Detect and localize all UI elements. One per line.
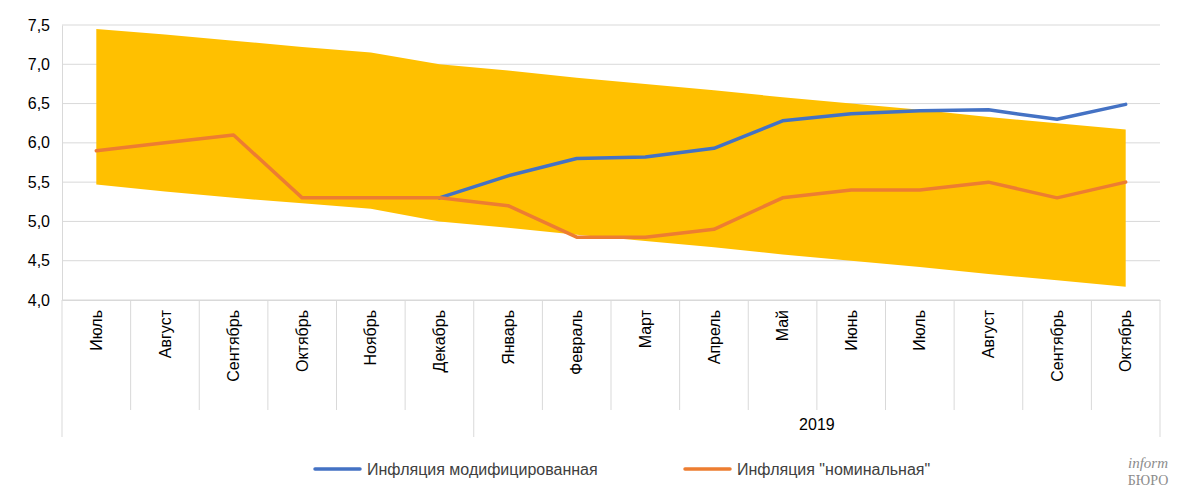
x-tick: Декабрь [431, 300, 448, 372]
y-tick-label: 5,5 [28, 174, 50, 191]
x-separator [816, 300, 817, 410]
x-tick: Сентябрь [225, 300, 242, 382]
x-separator [473, 300, 474, 437]
x-tick-label: Октябрь [294, 310, 311, 372]
x-separator [62, 300, 63, 437]
y-axis: 4,0 4,5 5,0 5,5 6,0 6,5 7,0 7,5 [28, 17, 63, 309]
y-tick: 7,5 [28, 17, 62, 34]
x-separator [611, 300, 612, 410]
x-group-label: 2019 [799, 416, 835, 433]
y-axis-line [62, 26, 63, 301]
series-line [439, 104, 1125, 197]
x-tick-label: Апрель [706, 310, 723, 364]
x-tick-label: Январь [500, 310, 517, 365]
x-tick-label: Март [637, 309, 654, 348]
legend-swatch [685, 467, 730, 471]
y-tick: 7,0 [28, 56, 62, 73]
x-separator [748, 300, 749, 410]
y-tick-label: 7,5 [28, 17, 50, 34]
y-tick-label: 7,0 [28, 56, 50, 73]
y-tick: 5,5 [28, 174, 62, 191]
x-separator [542, 300, 543, 410]
watermark: inform [1128, 455, 1168, 471]
grid [62, 25, 1160, 300]
x-tick: Март [637, 300, 654, 348]
x-tick-label: Август [980, 309, 997, 358]
y-tick: 4,0 [28, 292, 62, 309]
x-separator [405, 300, 406, 410]
x-separator [130, 300, 131, 410]
legend: Инфляция модифицированная Инфляция "номин… [315, 461, 930, 478]
x-tick: Июль [88, 300, 105, 351]
x-separator [954, 300, 955, 410]
x-tick-label: Февраль [568, 310, 585, 375]
x-tick: Август [980, 300, 997, 358]
x-tick-label: Декабрь [431, 310, 448, 372]
x-tick-label: Ноябрь [362, 310, 379, 366]
x-tick-label: Июль [88, 310, 105, 351]
x-tick-label: Октябрь [1117, 310, 1134, 372]
x-tick-label: Июль [911, 310, 928, 351]
x-tick-label: Май [774, 310, 791, 341]
x-tick: Май [774, 300, 791, 341]
x-separator [1091, 300, 1092, 410]
y-tick: 6,0 [28, 134, 62, 151]
x-tick-label: Август [157, 309, 174, 358]
y-tick-label: 5,0 [28, 213, 50, 230]
watermark: БЮРО [1128, 473, 1169, 488]
x-separators [62, 300, 1160, 437]
x-separator [199, 300, 200, 410]
plot-area [96, 29, 1125, 287]
x-tick: Апрель [706, 300, 723, 364]
range-band [96, 29, 1125, 287]
x-tick-label: Сентябрь [225, 310, 242, 382]
x-separator [1022, 300, 1023, 410]
x-tick: Август [157, 300, 174, 358]
chart: 4,0 4,5 5,0 5,5 6,0 6,5 7,0 7,5 Июль Август Сентяб… [0, 0, 1187, 504]
y-tick: 4,5 [28, 252, 62, 269]
legend-label: Инфляция "номинальная" [737, 461, 930, 478]
x-tick: Сентябрь [1049, 300, 1066, 382]
x-separator [267, 300, 268, 410]
legend-label: Инфляция модифицированная [367, 461, 598, 478]
y-tick-label: 6,0 [28, 134, 50, 151]
x-tick: Февраль [568, 300, 585, 375]
x-tick: Июль [911, 300, 928, 351]
y-tick-label: 6,5 [28, 95, 50, 112]
x-separator [679, 300, 680, 410]
x-tick-label: Сентябрь [1049, 310, 1066, 382]
x-tick: Январь [500, 300, 517, 365]
grid-line [62, 25, 1160, 26]
legend-swatch [315, 467, 360, 471]
y-tick-label: 4,0 [28, 292, 50, 309]
series-line [96, 135, 1125, 237]
y-tick: 5,0 [28, 213, 62, 230]
x-tick: Ноябрь [362, 300, 379, 366]
x-separator [1160, 300, 1161, 437]
x-separator [336, 300, 337, 410]
x-tick: Октябрь [294, 300, 311, 372]
x-separator [885, 300, 886, 410]
x-tick: Октябрь [1117, 300, 1134, 372]
x-tick-label: Июнь [843, 310, 860, 351]
y-tick: 6,5 [28, 95, 62, 112]
y-tick-label: 4,5 [28, 252, 50, 269]
x-tick: Июнь [843, 300, 860, 351]
